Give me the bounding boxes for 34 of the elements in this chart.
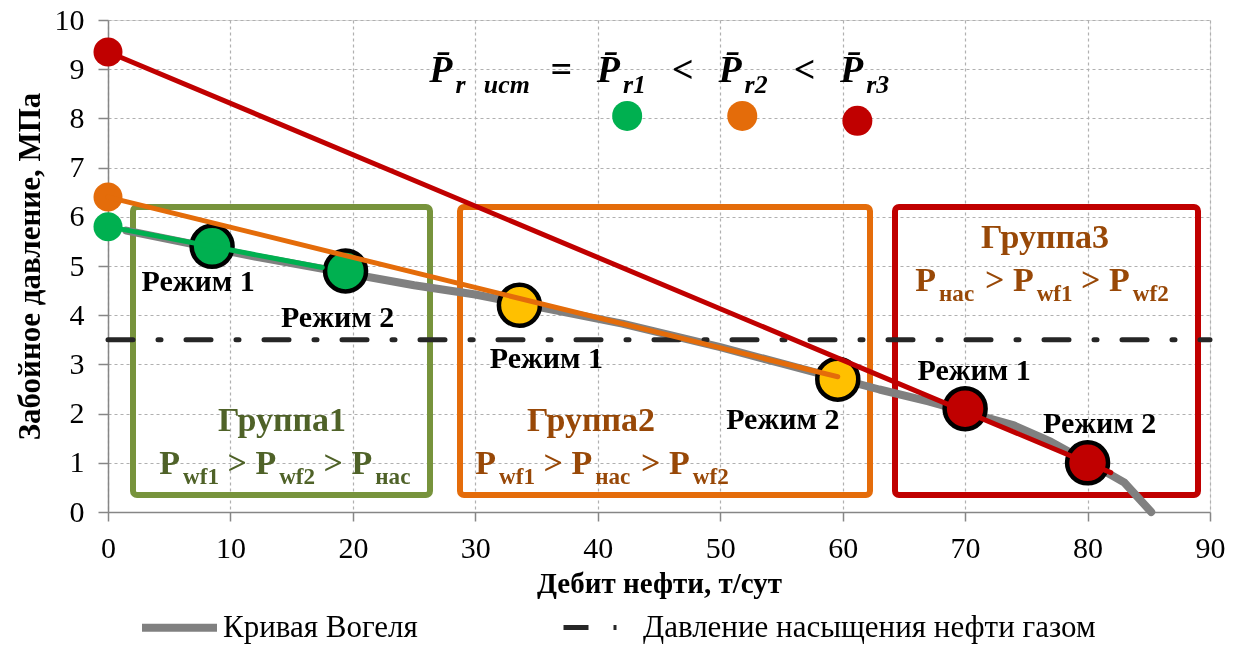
annotation: Режим 2 — [726, 402, 840, 436]
x-tick-label: 70 — [950, 530, 981, 564]
annotation: Режим 1 — [917, 352, 1031, 386]
annotation: Группа1 — [217, 401, 347, 438]
y-tick-label: 5 — [69, 248, 85, 282]
y-tick-label: 1 — [69, 445, 85, 479]
x-tick-label: 50 — [705, 530, 736, 564]
x-tick-label: 10 — [215, 530, 246, 564]
y-tick-label: 0 — [69, 494, 85, 528]
y-axis-title: Забойное давление, МПа — [11, 92, 47, 441]
legend-label: Давление насыщения нефти газом — [643, 608, 1096, 644]
y-tick-label: 10 — [54, 2, 85, 36]
y-tick-label: 6 — [69, 199, 85, 233]
x-tick-label: 60 — [828, 530, 859, 564]
y-tick-label: 4 — [69, 297, 85, 331]
x-tick-label: 0 — [101, 530, 116, 564]
y-tick-label: 7 — [69, 150, 85, 184]
x-tick-label: 90 — [1195, 530, 1226, 564]
x-tick-label: 20 — [338, 530, 369, 564]
x-tick-label: 30 — [460, 530, 491, 564]
annotation: Группа3 — [980, 218, 1110, 255]
x-tick-label: 80 — [1073, 530, 1104, 564]
y-tick-label: 8 — [69, 100, 85, 134]
y-tick-label: 2 — [69, 396, 85, 430]
annotation: Группа2 — [526, 401, 656, 438]
legend-label: Кривая Вогеля — [223, 608, 418, 644]
x-axis-title: Дебит нефти, т/сут — [537, 566, 782, 599]
annotation: Режим 1 — [489, 341, 604, 375]
annotation: Режим 2 — [280, 299, 395, 333]
x-tick-label: 40 — [583, 530, 614, 564]
annotation: Режим 1 — [141, 264, 255, 298]
y-tick-label: 3 — [69, 346, 85, 380]
y-tick-label: 9 — [69, 51, 85, 85]
annotation: Режим 2 — [1042, 405, 1157, 439]
